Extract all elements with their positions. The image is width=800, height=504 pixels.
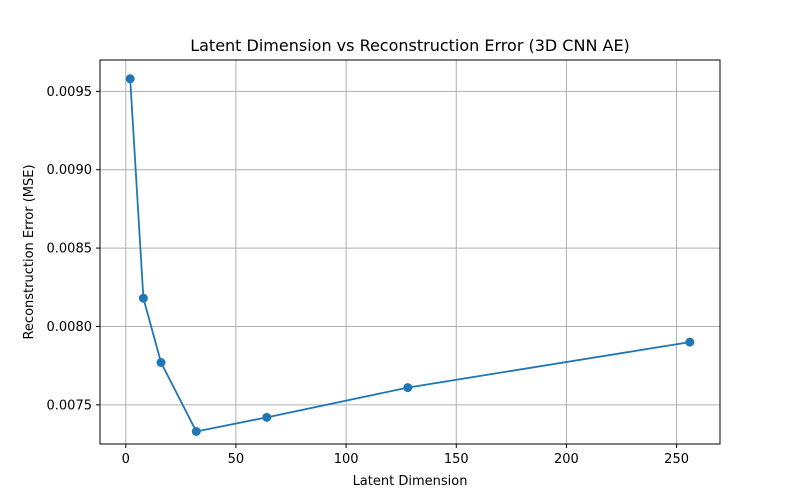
data-point-marker	[125, 74, 135, 84]
data-point-marker	[191, 426, 201, 436]
data-point-marker	[685, 337, 695, 347]
y-axis-label: Reconstruction Error (MSE)	[22, 164, 37, 339]
x-tick-label: 50	[228, 452, 245, 467]
y-tick-label: 0.0075	[47, 398, 93, 413]
y-tick-label: 0.0080	[47, 320, 93, 335]
x-axis-label: Latent Dimension	[353, 474, 468, 489]
y-tick-label: 0.0090	[47, 163, 93, 178]
chart-title: Latent Dimension vs Reconstruction Error…	[190, 36, 630, 55]
series-layer	[125, 74, 695, 436]
data-point-marker	[156, 357, 166, 367]
x-tick-label: 100	[334, 452, 359, 467]
y-tick-label: 0.0095	[47, 85, 93, 100]
x-tick-label: 250	[664, 452, 689, 467]
data-point-marker	[262, 412, 272, 422]
x-tick-label: 0	[122, 452, 130, 467]
data-point-marker	[138, 293, 148, 303]
y-tick-label: 0.0085	[47, 242, 93, 257]
axis-ticks: 0 50 100 150 200 250 0.0075 0.0080 0.0085 0.0090 0…	[47, 85, 690, 467]
plot-frame	[99, 59, 721, 445]
grid-lines	[100, 60, 720, 444]
x-tick-label: 200	[554, 452, 579, 467]
data-point-marker	[403, 383, 413, 393]
x-tick-label: 150	[444, 452, 469, 467]
